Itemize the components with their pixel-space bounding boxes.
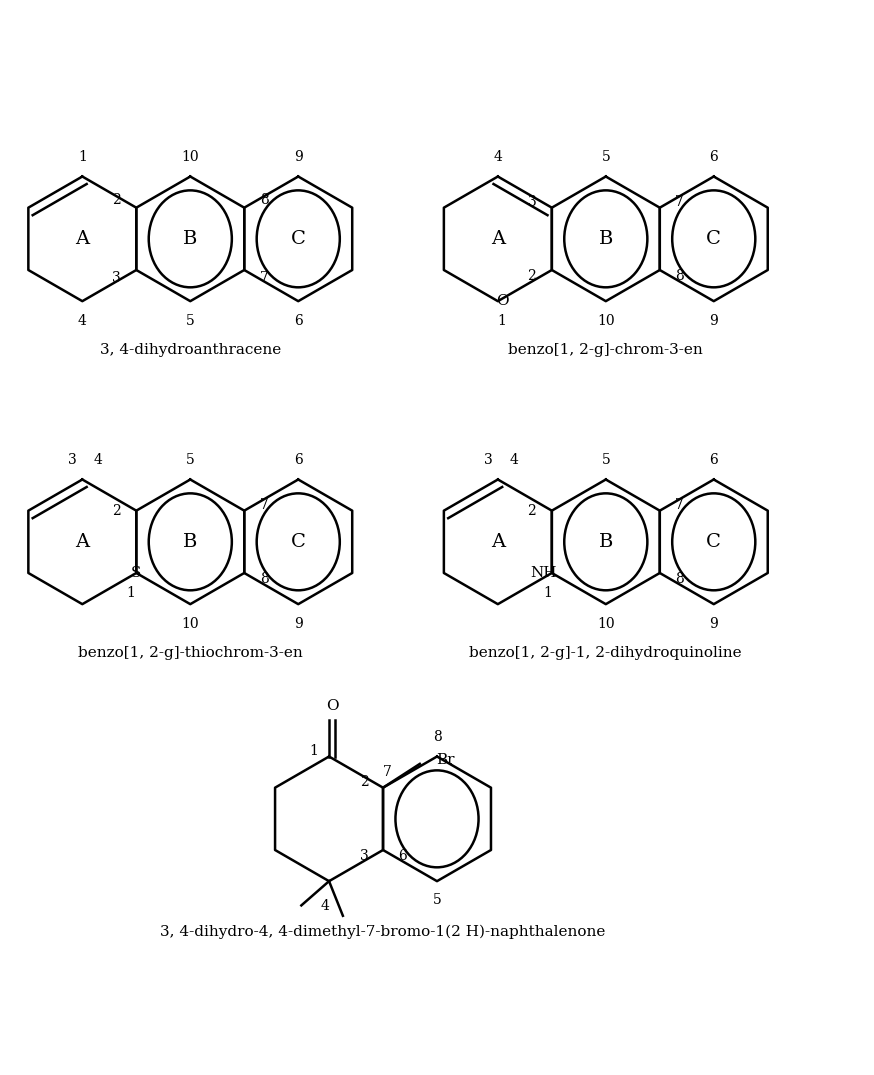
Text: 6: 6 xyxy=(710,453,718,467)
Text: 10: 10 xyxy=(182,617,199,631)
Text: 7: 7 xyxy=(260,498,268,512)
Text: 2: 2 xyxy=(528,504,537,518)
Text: 3: 3 xyxy=(359,849,368,863)
Text: B: B xyxy=(183,533,198,550)
Text: O: O xyxy=(496,295,509,309)
Text: 5: 5 xyxy=(601,453,610,467)
Text: A: A xyxy=(75,533,89,550)
Text: 3, 4-dihydro-4, 4-dimethyl-7-bromo-1(2 H)-naphthalenone: 3, 4-dihydro-4, 4-dimethyl-7-bromo-1(2 H… xyxy=(160,924,606,938)
Text: 1: 1 xyxy=(497,314,507,328)
Text: 3, 4-dihydroanthracene: 3, 4-dihydroanthracene xyxy=(100,343,281,357)
Text: NH: NH xyxy=(530,567,557,580)
Text: benzo[1, 2-g]-thiochrom-3-en: benzo[1, 2-g]-thiochrom-3-en xyxy=(78,646,302,660)
Text: C: C xyxy=(706,230,721,248)
Text: 4: 4 xyxy=(510,453,518,467)
Text: 8: 8 xyxy=(260,192,268,206)
Text: 8: 8 xyxy=(433,731,441,745)
Text: 4: 4 xyxy=(94,453,103,467)
Text: 2: 2 xyxy=(112,504,121,518)
Text: 10: 10 xyxy=(182,149,199,163)
Text: Br: Br xyxy=(436,752,455,766)
Text: 5: 5 xyxy=(186,453,195,467)
Text: 3: 3 xyxy=(68,453,77,467)
Text: C: C xyxy=(291,533,306,550)
Text: 8: 8 xyxy=(260,572,268,586)
Text: 7: 7 xyxy=(260,271,268,285)
Text: 3: 3 xyxy=(528,195,537,209)
Text: 7: 7 xyxy=(676,195,684,209)
Text: 5: 5 xyxy=(433,893,441,907)
Text: A: A xyxy=(75,230,89,248)
Text: 10: 10 xyxy=(597,314,614,328)
Text: A: A xyxy=(491,533,505,550)
Text: 7: 7 xyxy=(383,765,392,779)
Text: 1: 1 xyxy=(78,149,87,163)
Text: 7: 7 xyxy=(676,498,684,512)
Text: benzo[1, 2-g]-chrom-3-en: benzo[1, 2-g]-chrom-3-en xyxy=(509,343,704,357)
Text: 4: 4 xyxy=(321,899,329,913)
Text: 2: 2 xyxy=(528,269,537,283)
Text: B: B xyxy=(183,230,198,248)
Text: B: B xyxy=(599,533,613,550)
Text: 1: 1 xyxy=(126,586,135,600)
Text: O: O xyxy=(326,700,338,714)
Text: B: B xyxy=(599,230,613,248)
Text: 3: 3 xyxy=(483,453,492,467)
Text: 1: 1 xyxy=(309,744,318,758)
Text: 5: 5 xyxy=(186,314,195,328)
Text: 9: 9 xyxy=(710,617,718,631)
Text: 10: 10 xyxy=(597,617,614,631)
Text: 5: 5 xyxy=(601,149,610,163)
Text: 8: 8 xyxy=(676,269,684,283)
Text: benzo[1, 2-g]-1, 2-dihydroquinoline: benzo[1, 2-g]-1, 2-dihydroquinoline xyxy=(469,646,742,660)
Text: 6: 6 xyxy=(294,314,302,328)
Text: 6: 6 xyxy=(710,149,718,163)
Text: 2: 2 xyxy=(112,192,121,206)
Text: 9: 9 xyxy=(710,314,718,328)
Text: 6: 6 xyxy=(398,849,406,863)
Text: 3: 3 xyxy=(112,271,121,285)
Text: 1: 1 xyxy=(543,586,552,600)
Text: 6: 6 xyxy=(294,453,302,467)
Text: 2: 2 xyxy=(359,775,368,789)
Text: C: C xyxy=(291,230,306,248)
Text: C: C xyxy=(706,533,721,550)
Text: 4: 4 xyxy=(78,314,87,328)
Text: 8: 8 xyxy=(676,572,684,586)
Text: 9: 9 xyxy=(294,617,302,631)
Text: 9: 9 xyxy=(294,149,302,163)
Text: A: A xyxy=(491,230,505,248)
Text: S: S xyxy=(131,567,142,580)
Text: 4: 4 xyxy=(494,149,503,163)
